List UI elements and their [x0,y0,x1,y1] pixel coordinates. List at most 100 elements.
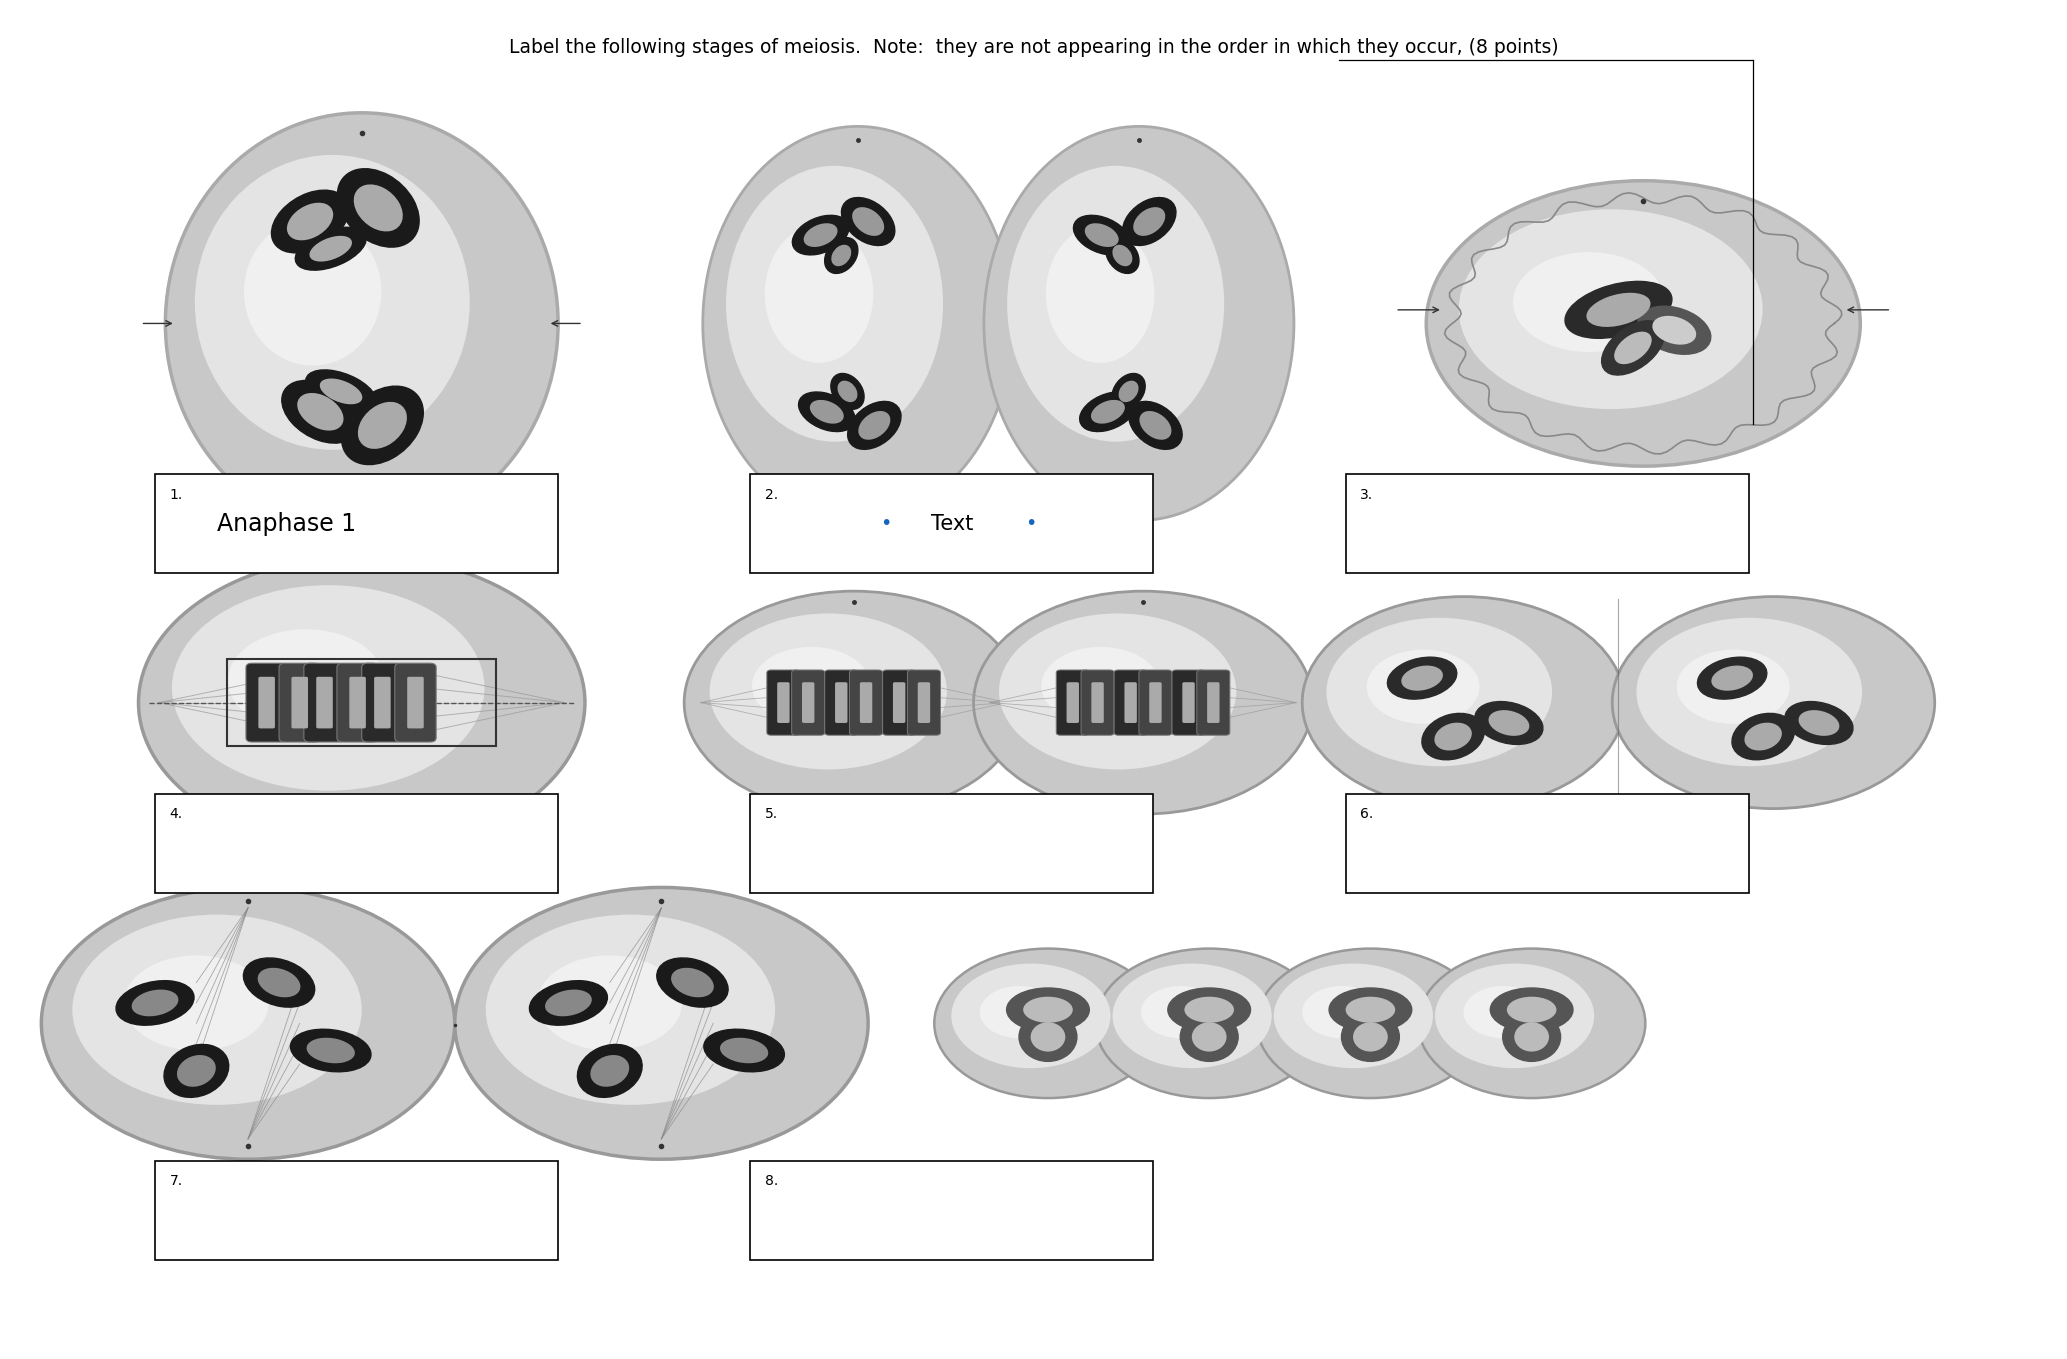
Ellipse shape [825,238,858,273]
Ellipse shape [1079,391,1137,432]
FancyBboxPatch shape [825,670,858,735]
Ellipse shape [1346,996,1395,1023]
Ellipse shape [752,647,870,724]
Ellipse shape [178,1055,215,1087]
Ellipse shape [1106,238,1139,273]
FancyBboxPatch shape [1172,670,1205,735]
FancyBboxPatch shape [316,677,333,728]
Ellipse shape [1096,949,1323,1098]
Ellipse shape [810,400,843,424]
FancyBboxPatch shape [1197,670,1230,735]
Ellipse shape [455,887,868,1159]
Ellipse shape [726,166,943,442]
Ellipse shape [1112,964,1271,1068]
Ellipse shape [1434,723,1472,750]
Ellipse shape [298,393,343,431]
Ellipse shape [1697,658,1767,699]
Ellipse shape [1602,321,1664,375]
Ellipse shape [1257,949,1484,1098]
FancyBboxPatch shape [1139,670,1172,735]
Ellipse shape [258,968,300,998]
Ellipse shape [684,591,1023,814]
FancyBboxPatch shape [374,677,391,728]
Bar [750,1161,1153,1260]
Ellipse shape [1637,306,1711,355]
Ellipse shape [591,1055,628,1087]
Ellipse shape [1426,181,1860,466]
Ellipse shape [1418,949,1645,1098]
Text: 3.: 3. [1360,488,1372,501]
Ellipse shape [1565,281,1672,338]
Ellipse shape [1515,1022,1548,1052]
Ellipse shape [1652,315,1697,345]
Ellipse shape [719,1038,769,1063]
FancyBboxPatch shape [362,663,403,742]
Ellipse shape [1798,711,1840,735]
Text: 2.: 2. [765,488,777,501]
Ellipse shape [310,236,351,261]
Ellipse shape [858,410,891,440]
Ellipse shape [194,155,469,450]
Ellipse shape [537,955,682,1051]
FancyBboxPatch shape [1081,670,1114,735]
Ellipse shape [358,402,407,448]
FancyBboxPatch shape [883,670,916,735]
Ellipse shape [1184,996,1234,1023]
Ellipse shape [705,1029,783,1072]
Ellipse shape [306,1038,356,1063]
Ellipse shape [984,126,1294,520]
Ellipse shape [841,197,895,246]
FancyBboxPatch shape [304,663,345,742]
FancyBboxPatch shape [246,663,287,742]
Ellipse shape [577,1045,643,1097]
Text: 5.: 5. [765,807,777,821]
Ellipse shape [1091,400,1124,424]
FancyBboxPatch shape [767,670,800,735]
FancyBboxPatch shape [337,663,378,742]
FancyBboxPatch shape [258,677,275,728]
Ellipse shape [703,126,1013,520]
Ellipse shape [657,958,728,1007]
Bar [1346,474,1749,573]
FancyBboxPatch shape [918,682,930,723]
Ellipse shape [1459,209,1763,409]
FancyBboxPatch shape [1056,670,1089,735]
Ellipse shape [132,989,178,1017]
Bar [155,1161,558,1260]
Ellipse shape [1129,401,1182,450]
Bar [1346,794,1749,893]
Ellipse shape [951,964,1110,1068]
Ellipse shape [1786,701,1852,745]
Ellipse shape [172,586,484,791]
Ellipse shape [244,958,314,1007]
Bar [227,659,496,746]
Ellipse shape [1073,215,1131,255]
Ellipse shape [287,202,333,241]
Ellipse shape [1112,374,1145,409]
Ellipse shape [1302,597,1625,809]
Ellipse shape [341,386,424,465]
Text: 4.: 4. [169,807,182,821]
Ellipse shape [529,981,608,1025]
Ellipse shape [1676,650,1790,724]
Ellipse shape [1007,988,1089,1031]
Ellipse shape [486,915,775,1105]
Ellipse shape [1490,988,1573,1031]
FancyBboxPatch shape [349,677,366,728]
Ellipse shape [1168,988,1251,1031]
Ellipse shape [124,955,269,1051]
Ellipse shape [163,1045,229,1097]
Bar [155,794,558,893]
Ellipse shape [1042,647,1160,724]
FancyBboxPatch shape [1067,682,1079,723]
Ellipse shape [244,217,380,366]
FancyBboxPatch shape [407,677,424,728]
Ellipse shape [1133,207,1166,236]
Ellipse shape [1637,618,1862,766]
Ellipse shape [1513,253,1666,352]
Ellipse shape [1507,996,1556,1023]
Ellipse shape [546,989,591,1017]
Ellipse shape [337,169,420,247]
Text: Text: Text [930,514,974,534]
FancyBboxPatch shape [850,670,883,735]
